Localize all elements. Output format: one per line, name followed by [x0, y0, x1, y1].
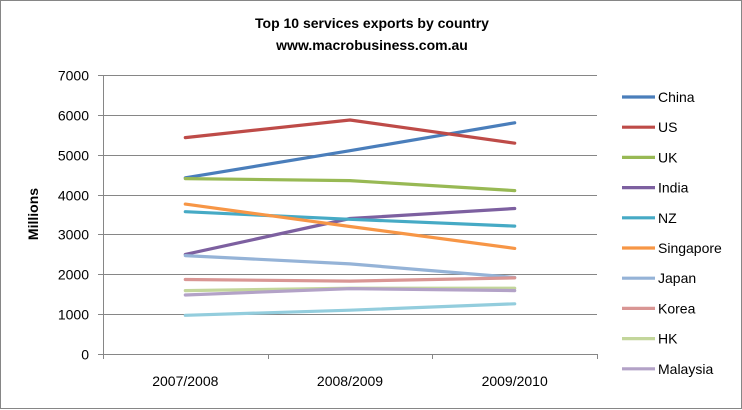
series-line-unlabeled	[183, 302, 517, 317]
legend-label-india: India	[658, 180, 689, 196]
legend-label-korea: Korea	[658, 300, 696, 316]
legend-label-hk: HK	[658, 331, 678, 347]
series-line-malaysia	[183, 287, 517, 297]
y-axis-label: Millions	[25, 188, 41, 240]
x-tick-label: 2007/2008	[152, 373, 218, 389]
legend-label-singapore: Singapore	[658, 240, 722, 256]
chart-subtitle: www.macrobusiness.com.au	[275, 37, 468, 53]
y-tick-label: 4000	[58, 188, 89, 204]
x-tick-label: 2008/2009	[317, 373, 383, 389]
axes: 0 1000 2000 3000 4000 5000 6000 7000 2007/2008 20…	[58, 68, 598, 389]
series-lines	[183, 118, 517, 317]
legend-label-japan: Japan	[658, 270, 696, 286]
series-line-uk	[183, 177, 517, 193]
series-line-korea	[183, 276, 517, 283]
x-tick-label: 2009/2010	[482, 373, 548, 389]
series-line-us	[183, 118, 517, 145]
y-tick-label: 2000	[58, 267, 89, 283]
y-tick-label: 0	[81, 347, 89, 363]
series-line-singapore	[183, 202, 517, 250]
legend-label-malaysia: Malaysia	[658, 361, 713, 377]
legend-label-china: China	[658, 89, 695, 105]
y-tick-label: 3000	[58, 227, 89, 243]
legend-label-uk: UK	[658, 149, 678, 165]
chart-title: Top 10 services exports by country	[255, 15, 489, 31]
series-line-nz	[183, 210, 517, 228]
legend: China US UK India NZ Singapore Japan Korea HK Mal…	[622, 89, 722, 377]
series-line-japan	[183, 254, 517, 280]
y-tick-label: 1000	[58, 307, 89, 323]
legend-label-nz: NZ	[658, 210, 677, 226]
y-tick-label: 5000	[58, 148, 89, 164]
y-tick-label: 6000	[58, 108, 89, 124]
series-line-china	[183, 121, 517, 180]
gridlines	[103, 75, 597, 315]
y-tick-label: 7000	[58, 68, 89, 84]
legend-label-us: US	[658, 119, 677, 135]
